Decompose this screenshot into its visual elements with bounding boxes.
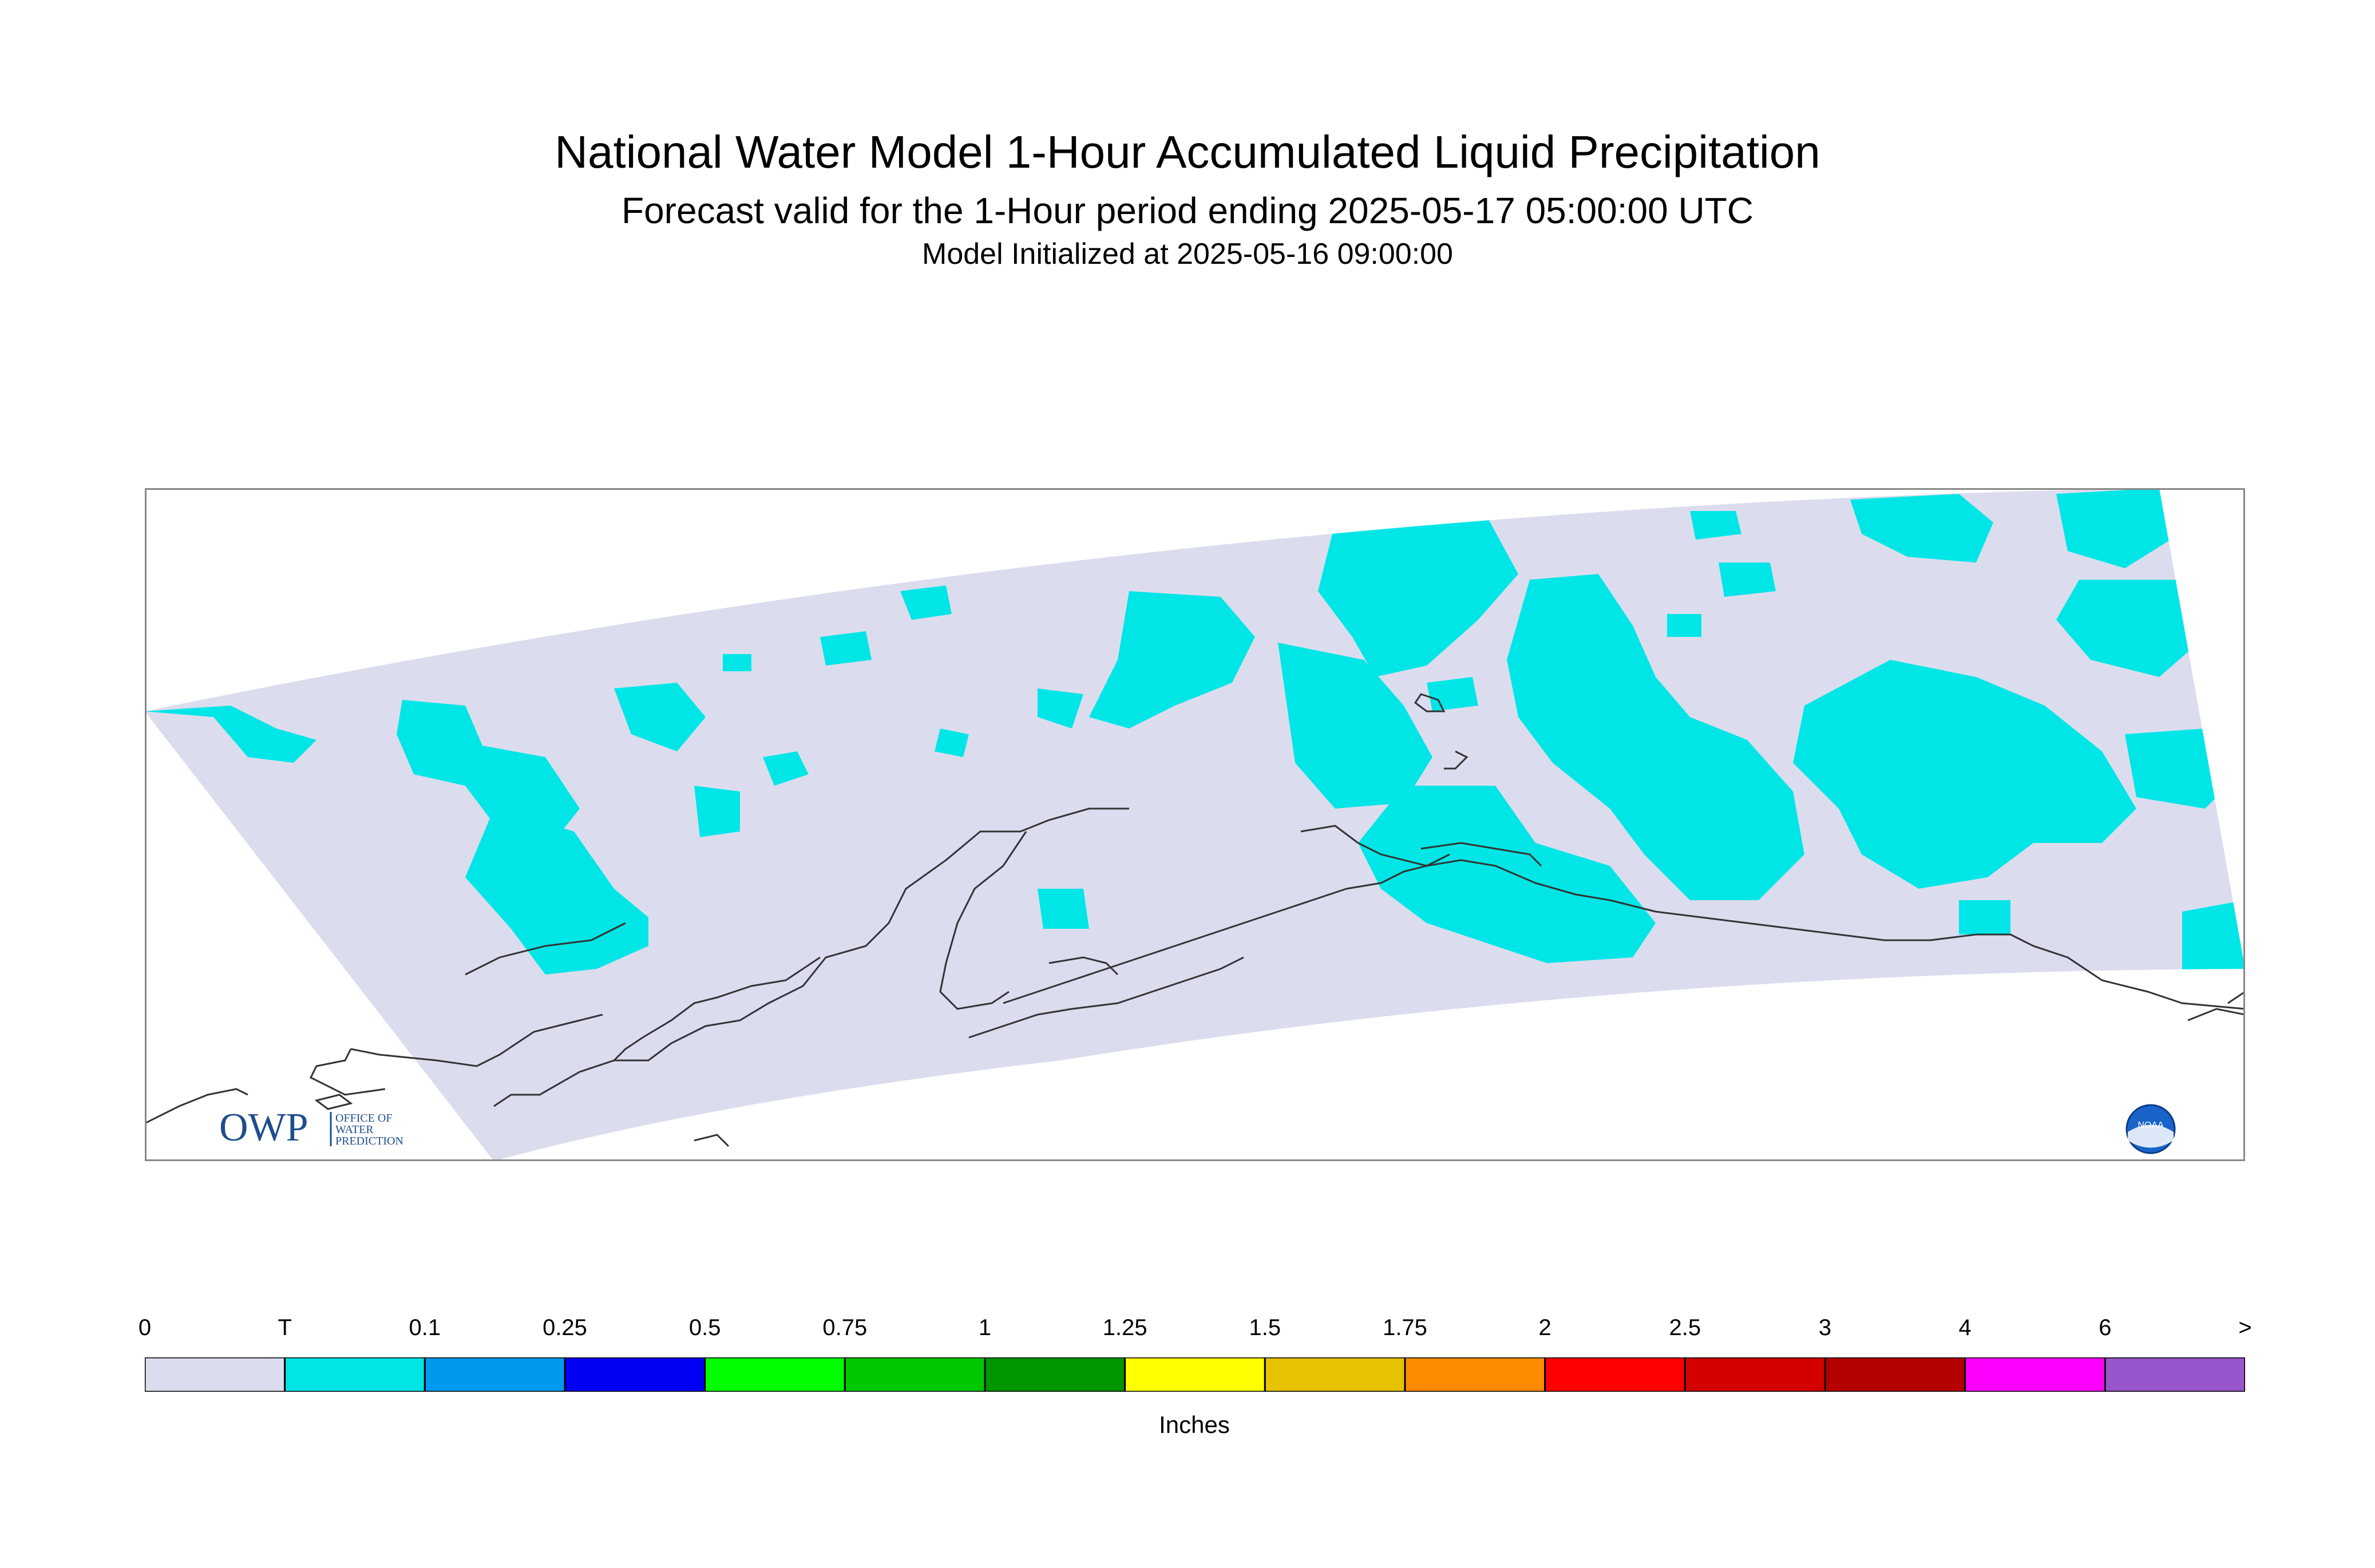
colorbar-tick-label: 6 (2099, 1315, 2112, 1340)
colorbar-tick-label: 0 (138, 1315, 152, 1340)
colorbar-tick-label: 0.5 (688, 1315, 721, 1340)
colorbar-swatch (1264, 1357, 1406, 1392)
colorbar-tick-label: T (278, 1315, 292, 1340)
owp-logo-sub2: WATER (335, 1123, 374, 1136)
colorbar-tick-label: 4 (1958, 1315, 1972, 1340)
owp-logo-sub1: OFFICE OF (335, 1112, 392, 1124)
colorbar-swatch (1404, 1357, 1546, 1392)
map-frame (145, 488, 2245, 1161)
colorbar-swatch (704, 1357, 846, 1392)
noaa-logo: NOAA (2125, 1104, 2176, 1154)
map-title: National Water Model 1-Hour Accumulated … (555, 126, 1820, 177)
colorbar-tick-label: 1.75 (1383, 1315, 1427, 1340)
colorbar-tick-label: > (2238, 1315, 2252, 1340)
colorbar-tick-label: 1.25 (1102, 1315, 1147, 1340)
colorbar-swatch (1544, 1357, 1686, 1392)
owp-logo-sub3: PREDICTION (335, 1135, 403, 1147)
owp-logo-text: OWP (219, 1106, 308, 1150)
model-domain (145, 488, 2245, 1161)
colorbar-tick-label: 1 (978, 1315, 992, 1340)
colorbar-tick-label: 3 (1818, 1315, 1832, 1340)
coastlines (145, 693, 2245, 1147)
colorbar-swatch (2104, 1357, 2245, 1392)
colorbar-tick-label: 0.75 (822, 1315, 868, 1340)
owp-logo: OWP OFFICE OF WATER PREDICTION (219, 1106, 403, 1150)
colorbar-swatch (984, 1357, 1126, 1392)
colorbar-swatch (145, 1357, 286, 1392)
colorbar-swatch (1824, 1357, 1966, 1392)
precip-trace-areas (145, 488, 2245, 975)
noaa-logo-text: NOAA (2138, 1120, 2164, 1130)
colorbar-swatch (1964, 1357, 2106, 1392)
colorbar-tick-label: 2 (1538, 1315, 1551, 1340)
colorbar-swatch (423, 1357, 566, 1392)
precipitation-map: OWP OFFICE OF WATER PREDICTION NOAA (145, 488, 2245, 1161)
colorbar-swatch (1124, 1357, 1266, 1392)
colorbar-swatch (284, 1357, 426, 1392)
colorbar-tick-label: 0.25 (543, 1315, 587, 1340)
colorbar-swatch (564, 1357, 706, 1392)
colorbar (145, 1357, 2245, 1392)
map-subtitle-init-time: Model Initialized at 2025-05-16 09:00:00 (922, 237, 1453, 271)
colorbar-tick-label: 0.1 (409, 1315, 441, 1340)
colorbar-tick-label: 2.5 (1669, 1315, 1701, 1340)
map-subtitle-valid-time: Forecast valid for the 1-Hour period end… (621, 190, 1754, 231)
colorbar-swatch (1684, 1357, 1826, 1392)
colorbar-swatch (844, 1357, 986, 1392)
colorbar-units: Inches (1159, 1411, 1230, 1438)
colorbar-tick-label: 1.5 (1249, 1315, 1281, 1340)
